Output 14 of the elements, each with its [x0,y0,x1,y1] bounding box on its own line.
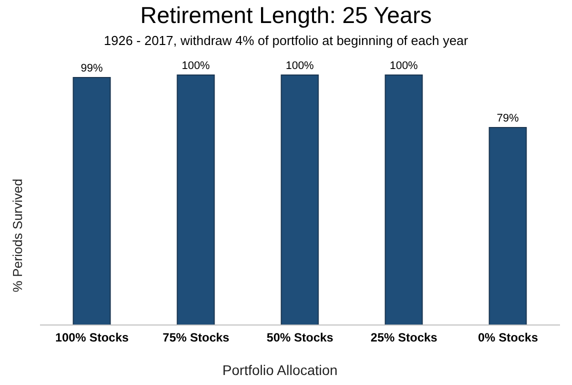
data-label: 79% [496,112,519,124]
data-label: 100% [390,60,418,72]
x-tick-label: 0% Stocks [478,330,538,345]
x-tick-label: 50% Stocks [266,330,334,345]
y-axis-title: % Periods Survived [10,178,26,292]
x-axis-title: Portfolio Allocation [221,362,339,378]
data-label: 99% [80,62,103,74]
data-label: 100% [182,60,210,72]
chart-title: Retirement Length: 25 Years [139,2,433,29]
x-tick-label: 25% Stocks [370,330,438,345]
chart-subtitle: 1926 - 2017, withdraw 4% of portfolio at beginning of each year [102,33,470,48]
x-tick-label: 75% Stocks [162,330,230,345]
x-tick-label: 100% Stocks [55,330,130,345]
data-label: 100% [286,60,314,72]
